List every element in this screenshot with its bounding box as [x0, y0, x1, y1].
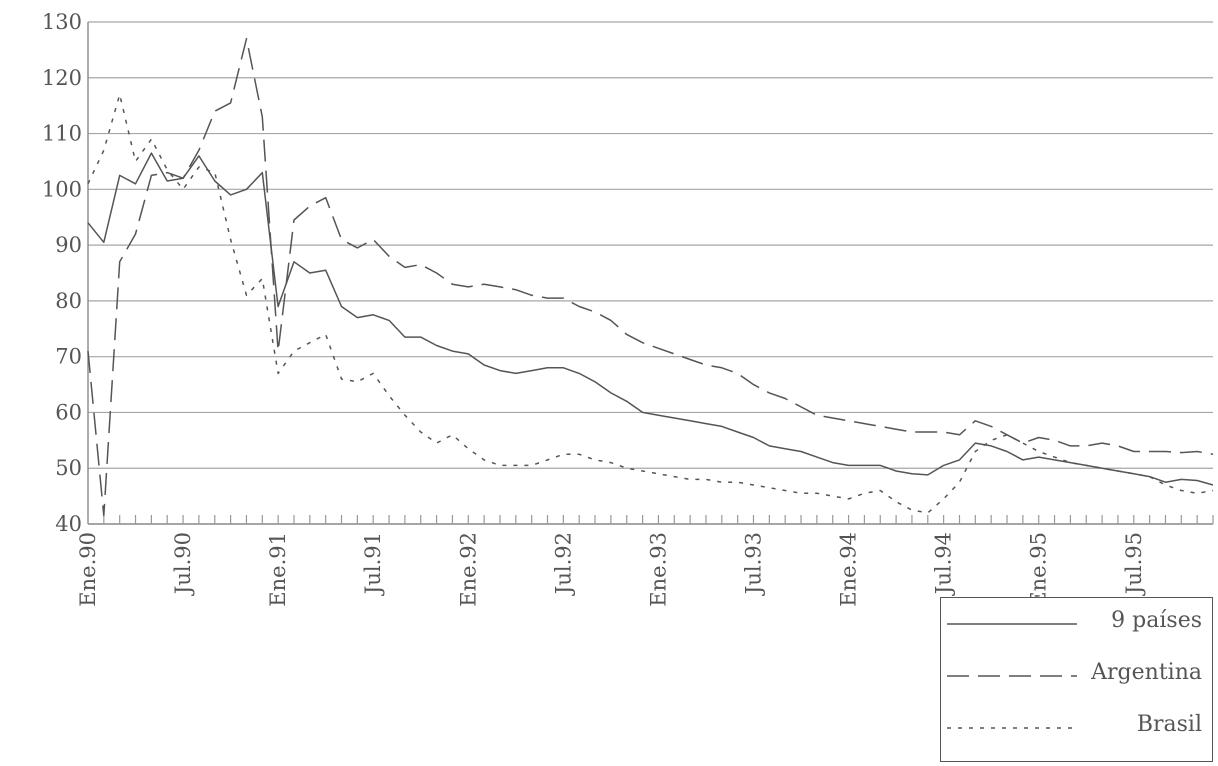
legend-label: 9 países: [1111, 608, 1202, 633]
legend-label: Brasil: [1136, 712, 1202, 737]
x-tick-label: Jul.93: [741, 532, 765, 596]
x-tick-label: Ene.91: [266, 532, 290, 607]
legend-item-9-paises: 9 países: [941, 604, 1212, 644]
series-line-argentina: [87, 37, 1214, 517]
y-tick-label: 50: [55, 456, 82, 480]
x-axis-minor-ticks: [87, 515, 1214, 524]
x-tick-label: Jul.91: [361, 532, 385, 596]
series-lines: [87, 37, 1214, 517]
gridlines: [87, 21, 1213, 525]
x-tick-label: Jul.94: [932, 532, 956, 596]
y-tick-label: 60: [55, 400, 82, 424]
series-line-brasil: [87, 93, 1214, 514]
x-tick-label: Ene.92: [456, 532, 480, 607]
legend-label: Argentina: [1091, 660, 1202, 685]
y-tick-label: 120: [42, 66, 82, 90]
y-tick-label: 110: [42, 122, 82, 146]
x-tick-label: Ene.95: [1027, 532, 1051, 607]
x-tick-label: Jul.90: [171, 532, 195, 596]
y-tick-label: 130: [42, 10, 82, 34]
y-axis: 40 50 60 70 80 90 100 110 120 130: [42, 10, 82, 536]
legend: 9 países Argentina Brasil: [940, 597, 1213, 762]
x-tick-label: Ene.93: [646, 532, 670, 607]
x-tick-label: Jul.95: [1122, 532, 1146, 596]
legend-item-argentina: Argentina: [941, 656, 1212, 696]
series-line-9-pa-ses: [87, 152, 1214, 486]
x-tick-label: Jul.92: [551, 532, 575, 596]
y-tick-label: 70: [55, 345, 82, 369]
y-tick-label: 100: [42, 177, 82, 201]
x-tick-label: Ene.94: [837, 532, 861, 607]
legend-item-brasil: Brasil: [941, 708, 1212, 748]
x-tick-label: Ene.90: [76, 532, 100, 607]
y-tick-label: 80: [55, 289, 82, 313]
y-tick-label: 90: [55, 233, 82, 257]
y-tick-label: 40: [55, 512, 82, 536]
x-axis: Ene.90 Jul.90 Ene.91 Jul.91 Ene.92 Jul.92 Ene.…: [76, 532, 1146, 607]
